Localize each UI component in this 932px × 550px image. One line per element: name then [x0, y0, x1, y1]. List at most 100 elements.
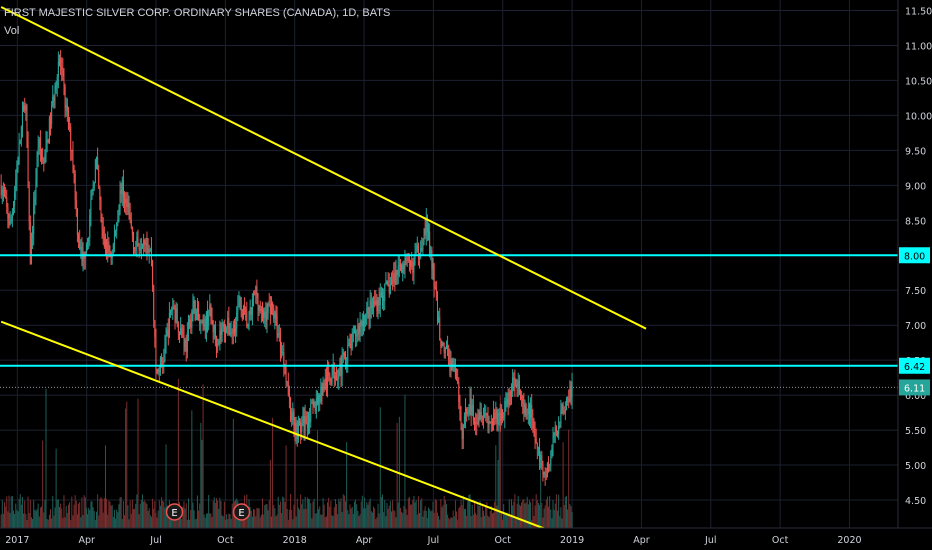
candle-body [192, 303, 194, 312]
volume-bar [300, 494, 302, 528]
volume-bar [321, 514, 323, 528]
volume-bar [454, 500, 456, 528]
volume-bar [456, 511, 458, 528]
volume-bar [136, 494, 138, 528]
volume-bar [506, 512, 508, 528]
candle-body [347, 345, 349, 364]
candle-body [301, 423, 303, 433]
volume-bar [355, 499, 357, 528]
volume-bar [415, 500, 417, 528]
volume-bar [314, 513, 316, 528]
candle-body [323, 383, 325, 390]
candle-body [246, 311, 248, 327]
volume-bar [507, 515, 509, 528]
volume-bar [345, 501, 347, 528]
candle-body [205, 311, 207, 331]
candle-body [115, 231, 117, 235]
candle-body [194, 300, 196, 321]
candle-body [208, 315, 210, 326]
volume-indicator-label[interactable]: Vol [4, 25, 20, 37]
volume-bar [334, 498, 336, 528]
volume-bar [229, 513, 231, 528]
candle-body [204, 319, 206, 331]
candle-body [157, 369, 159, 373]
volume-bar [470, 516, 472, 528]
volume-bar [467, 501, 469, 528]
candle-body [345, 356, 347, 367]
candle-body [30, 238, 32, 265]
candle-body [141, 245, 143, 249]
candle-body [285, 370, 287, 382]
volume-bar [10, 496, 12, 528]
candle-body [304, 416, 306, 431]
volume-bar [150, 516, 152, 528]
candle-body [364, 324, 366, 327]
candle-body [379, 292, 381, 306]
candle-body [485, 412, 487, 415]
candle-body [405, 258, 407, 261]
candle-body [541, 454, 543, 465]
candle-body [98, 169, 100, 189]
volume-bar [195, 518, 197, 528]
candle-body [564, 410, 566, 414]
candle-body [272, 303, 274, 309]
candle-body [100, 200, 102, 220]
candle-body [191, 311, 193, 328]
candle-body [276, 315, 278, 337]
volume-bar [34, 509, 36, 528]
candle-body [412, 261, 414, 273]
volume-bar [147, 511, 149, 528]
candle-body [259, 305, 261, 312]
volume-bar [110, 505, 112, 528]
candle-body [73, 164, 75, 174]
volume-bar [360, 501, 362, 528]
volume-bar [396, 422, 398, 528]
volume-bar [564, 496, 566, 528]
volume-bar [194, 519, 196, 528]
candle-body [262, 309, 264, 311]
volume-bar [449, 519, 451, 528]
volume-bar [408, 496, 410, 528]
candle-body [370, 300, 372, 309]
candle-body [187, 322, 189, 333]
volume-bar [12, 510, 14, 528]
candle-body [175, 308, 177, 322]
candle-body [508, 391, 510, 406]
volume-bar [310, 503, 312, 528]
candle-body [378, 299, 380, 306]
candle-body [236, 312, 238, 329]
candle-body [460, 414, 462, 428]
volume-bar [192, 502, 194, 528]
candle-body [530, 404, 532, 418]
candle-body [502, 410, 504, 418]
candle-body [231, 332, 233, 334]
candle-body [238, 301, 240, 307]
volume-bars [0, 378, 573, 528]
candle-body [211, 317, 213, 321]
volume-bar [230, 518, 232, 528]
candle-body [134, 247, 136, 250]
volume-bar [333, 507, 335, 528]
candle-body [338, 369, 340, 380]
volume-bar [11, 495, 13, 528]
candle-body [571, 381, 573, 398]
candle-body [65, 104, 67, 109]
volume-bar [92, 507, 94, 528]
candle-body [10, 219, 12, 222]
candle-body [253, 293, 255, 300]
candle-body [410, 259, 412, 267]
candle-body [244, 307, 246, 309]
candle-body [415, 251, 417, 253]
candle-body [193, 300, 195, 304]
candle-body [366, 307, 368, 315]
volume-bar [323, 504, 325, 528]
volume-bar [421, 498, 423, 528]
candle-body [318, 395, 320, 405]
volume-bar [477, 503, 479, 528]
volume-bar [385, 516, 387, 528]
volume-bar [97, 494, 99, 528]
volume-bar [157, 510, 159, 528]
volume-bar [55, 448, 57, 528]
volume-bar [338, 498, 340, 528]
